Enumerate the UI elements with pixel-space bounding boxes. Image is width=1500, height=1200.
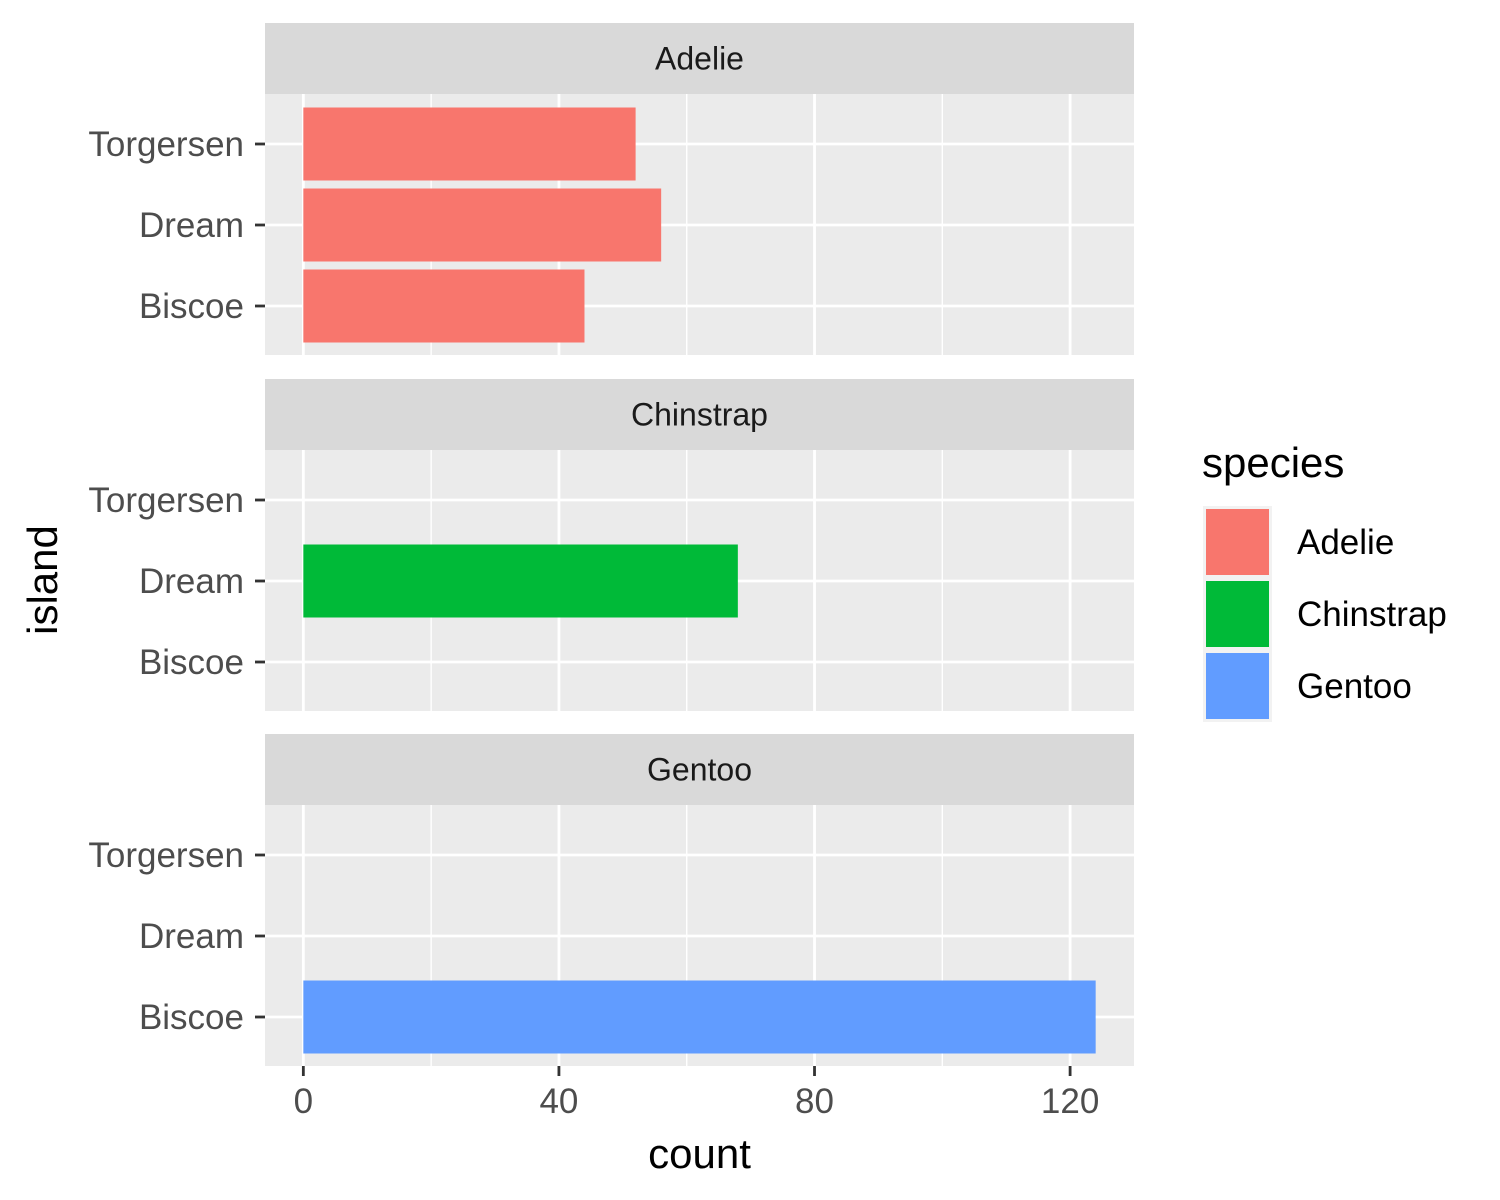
legend-swatch-chinstrap xyxy=(1206,581,1269,647)
bar-chinstrap-dream xyxy=(303,544,738,618)
facet-panel-gentoo: Gentoo Torgersen Dream Biscoe xyxy=(88,734,1134,1066)
legend-label: Gentoo xyxy=(1297,667,1412,706)
y-tick-label: Dream xyxy=(139,562,244,601)
facet-strip xyxy=(265,379,1134,450)
bar-adelie-dream xyxy=(303,188,662,262)
bar-adelie-torgersen xyxy=(303,107,636,181)
y-tick-label: Dream xyxy=(139,206,244,245)
x-tick-label: 0 xyxy=(294,1082,313,1121)
y-tick-label: Torgersen xyxy=(88,481,244,520)
x-axis-title: count xyxy=(648,1130,751,1177)
x-tick-label: 40 xyxy=(539,1082,578,1121)
legend-label: Adelie xyxy=(1297,523,1394,562)
x-tick-label: 80 xyxy=(795,1082,834,1121)
legend-swatch-adelie xyxy=(1206,509,1269,575)
y-tick-label: Biscoe xyxy=(139,287,244,326)
y-tick-label: Biscoe xyxy=(139,998,244,1037)
facet-strip-label: Adelie xyxy=(655,41,744,77)
y-tick-label: Dream xyxy=(139,917,244,956)
y-axis-title: island xyxy=(19,525,66,635)
facet-panels: Adelie Torgersen Dream Biscoe Chinstrap Torge… xyxy=(88,23,1134,1066)
y-tick-label: Torgersen xyxy=(88,836,244,875)
legend-title: species xyxy=(1202,439,1344,486)
x-axis: 0 40 80 120 xyxy=(294,1066,1099,1121)
x-tick-label: 120 xyxy=(1041,1082,1099,1121)
bar-gentoo-biscoe xyxy=(303,980,1096,1054)
facet-strip xyxy=(265,734,1134,805)
facet-panel-adelie: Adelie Torgersen Dream Biscoe xyxy=(88,23,1134,355)
facet-panel-chinstrap: Chinstrap Torgersen Dream Biscoe xyxy=(88,379,1134,711)
legend-swatch-gentoo xyxy=(1206,653,1269,719)
facet-strip-label: Chinstrap xyxy=(631,397,768,433)
legend-label: Chinstrap xyxy=(1297,595,1447,634)
bar-adelie-biscoe xyxy=(303,269,585,343)
legend: species Adelie Chinstrap Gentoo xyxy=(1202,439,1447,722)
facet-strip-label: Gentoo xyxy=(647,752,752,788)
y-tick-label: Torgersen xyxy=(88,125,244,164)
y-tick-label: Biscoe xyxy=(139,643,244,682)
facet-strip xyxy=(265,23,1134,94)
